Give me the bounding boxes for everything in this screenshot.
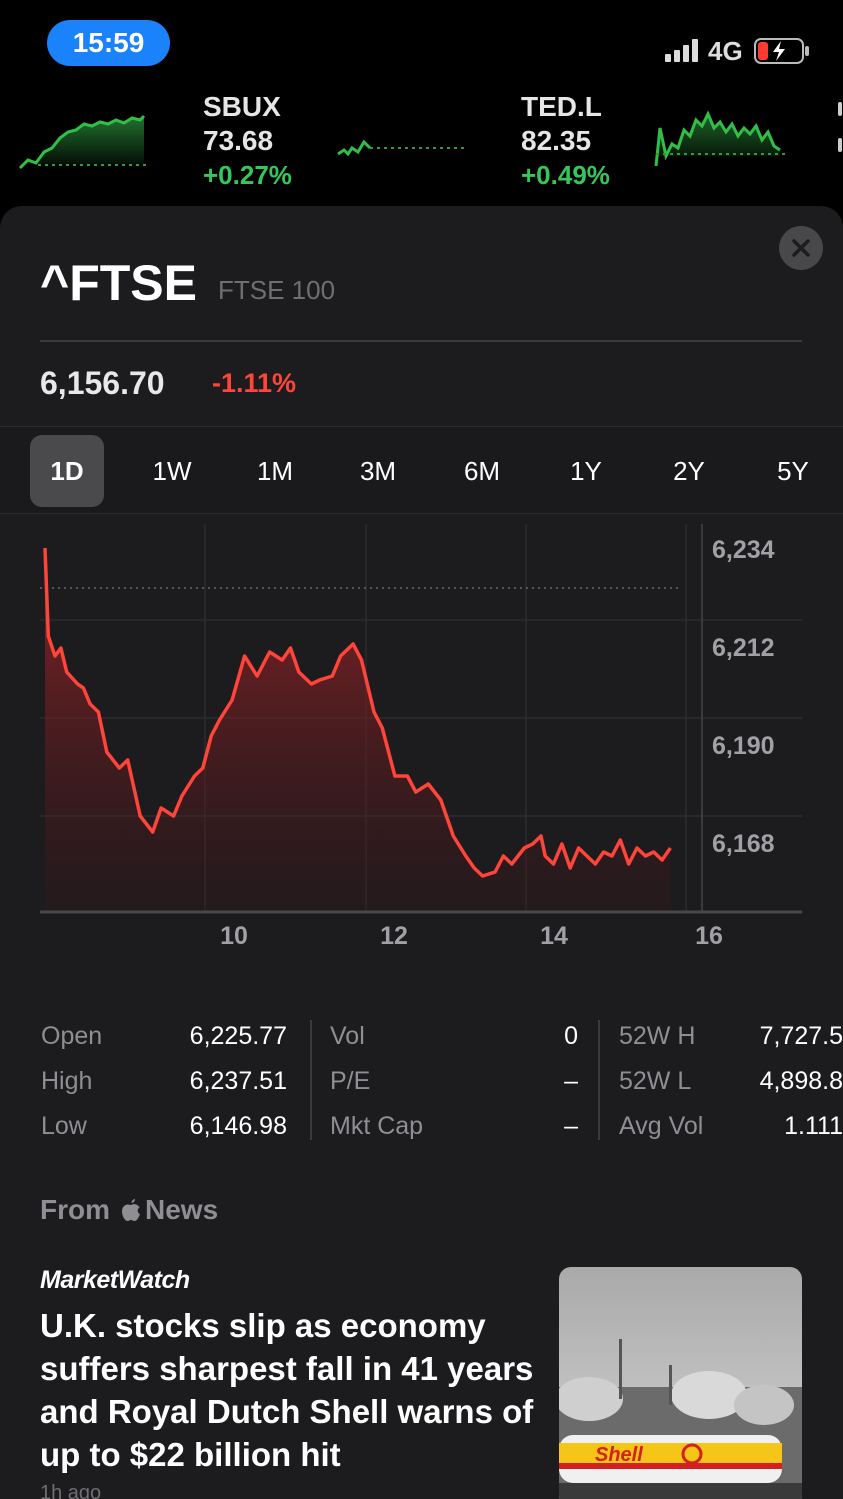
- ticker-symbol: SBUX: [203, 91, 281, 122]
- status-time[interactable]: 15:59: [47, 20, 170, 66]
- range-tab-1w[interactable]: 1W: [152, 455, 192, 486]
- range-tab-6m[interactable]: 6M: [463, 455, 501, 486]
- ticker-strip[interactable]: SBUX 73.68 +0.27% TED.L 82.35 +0.49%: [0, 88, 843, 208]
- ticker-price: 73.68: [203, 125, 274, 156]
- y-tick-label: 6,190: [712, 732, 775, 760]
- x-tick-label: 14: [540, 922, 568, 950]
- stat-label: Avg Vol: [619, 1112, 704, 1140]
- stat-label: 52W L: [619, 1067, 692, 1095]
- news-thumbnail[interactable]: Shell: [559, 1267, 802, 1499]
- news-header-from: From: [40, 1194, 110, 1225]
- range-tab-3m[interactable]: 3M: [359, 455, 397, 486]
- close-button[interactable]: [779, 226, 823, 270]
- ticker-sparkline: [337, 139, 468, 157]
- quote-full-name: FTSE 100: [218, 275, 336, 305]
- stat-label: Mkt Cap: [330, 1112, 424, 1140]
- stat-value: –: [564, 1067, 578, 1095]
- chart-area-fill: [45, 548, 671, 912]
- stat-value: 6,225.77: [189, 1022, 287, 1050]
- ticker-item[interactable]: TED.L 82.35 +0.49%: [521, 90, 610, 192]
- stat-label: Low: [41, 1112, 87, 1140]
- ticker-overflow-indicator: [838, 138, 842, 152]
- ticker-change: +0.49%: [521, 160, 610, 190]
- quote-change[interactable]: -1.11%: [212, 368, 297, 398]
- stat-label: Open: [41, 1022, 103, 1050]
- stat-value: 1.111: [784, 1112, 843, 1140]
- stat-label: Vol: [330, 1022, 365, 1050]
- stats-grid: Open 6,225.77 High 6,237.51 Low 6,146.98 Vol 0 P…: [0, 1010, 843, 1150]
- ticker-change: +0.27%: [203, 160, 292, 190]
- thumb-logo-text: Shell: [595, 1444, 643, 1466]
- stats-column-divider: [310, 1020, 312, 1140]
- y-tick-label: 6,234: [712, 536, 775, 564]
- close-icon: [792, 239, 810, 257]
- x-tick-label: 16: [695, 922, 723, 950]
- range-selector: 1D 1W 1M 3M 6M 1Y 2Y 5Y: [0, 426, 843, 514]
- range-tab-2y[interactable]: 2Y: [673, 455, 705, 486]
- ticker-symbol: TED.L: [521, 91, 602, 122]
- range-tab-5y[interactable]: 5Y: [777, 455, 809, 486]
- status-bar: 15:59 4G: [0, 0, 843, 88]
- stat-value: 6,237.51: [189, 1067, 287, 1095]
- range-tab-1d[interactable]: 1D: [30, 435, 104, 507]
- ticker-price: 82.35: [521, 125, 592, 156]
- stat-value: 4,898.8: [759, 1067, 843, 1095]
- quote-symbol: ^FTSE: [40, 255, 197, 311]
- x-tick-label: 10: [220, 922, 248, 950]
- range-tab-1y[interactable]: 1Y: [570, 455, 602, 486]
- stat-label: P/E: [330, 1067, 371, 1095]
- stat-value: 0: [564, 1022, 578, 1050]
- news-section-header: From News: [40, 1194, 218, 1226]
- ticker-sparkline: [654, 110, 788, 167]
- news-header-source: News: [145, 1194, 219, 1225]
- y-tick-label: 6,212: [712, 634, 775, 662]
- divider: [40, 340, 802, 342]
- ticker-sparkline: [18, 114, 148, 170]
- cellular-signal-icon: [665, 39, 698, 62]
- y-tick-label: 6,168: [712, 830, 775, 858]
- news-headline[interactable]: U.K. stocks slip as economy suffers shar…: [40, 1307, 534, 1473]
- apple-logo-icon: [122, 1199, 140, 1221]
- range-tab-1m[interactable]: 1M: [256, 455, 294, 486]
- stat-value: 6,146.98: [189, 1112, 287, 1140]
- ticker-overflow-indicator: [838, 102, 842, 116]
- stat-label: High: [41, 1067, 93, 1095]
- ticker-item[interactable]: SBUX 73.68 +0.27%: [203, 90, 292, 192]
- battery-charging-icon: [754, 38, 809, 64]
- network-type: 4G: [708, 36, 743, 66]
- stat-value: 7,727.5: [759, 1022, 843, 1050]
- chart-price-line: [43, 547, 672, 878]
- news-age: 1h ago: [40, 1482, 102, 1499]
- stat-value: –: [564, 1112, 578, 1140]
- price-chart[interactable]: 6,234 6,212 6,190 6,168 10 12 14 16: [0, 514, 843, 984]
- stats-column-divider: [598, 1020, 600, 1140]
- stat-label: 52W H: [619, 1022, 696, 1050]
- x-tick-label: 12: [380, 922, 408, 950]
- news-publisher: MarketWatch: [40, 1266, 190, 1294]
- quote-price: 6,156.70: [40, 365, 165, 401]
